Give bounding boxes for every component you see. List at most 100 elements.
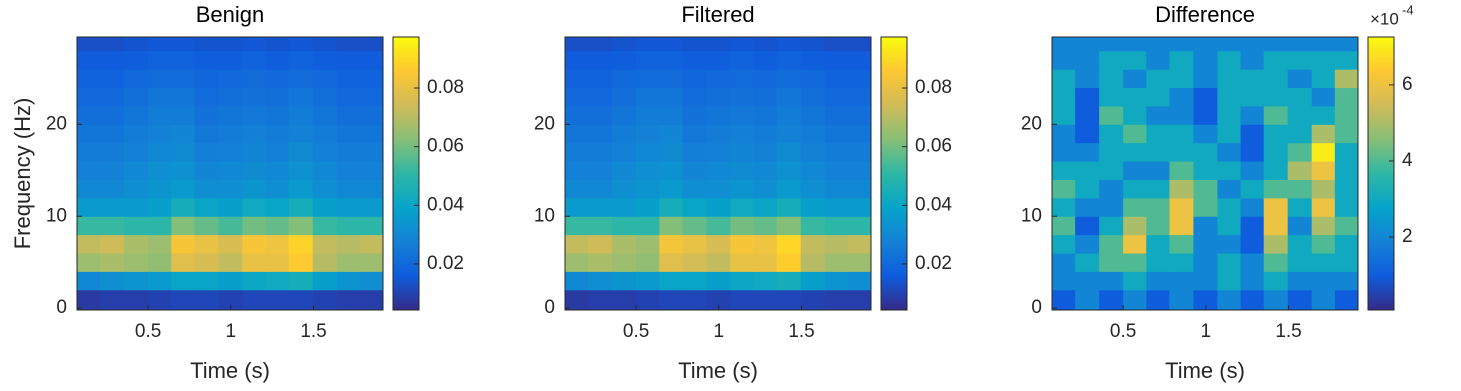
heatmap-cell xyxy=(1193,87,1218,107)
heatmap-cell xyxy=(1099,124,1124,144)
colorbar-tick-label: 6 xyxy=(1402,74,1413,95)
heatmap-cell xyxy=(776,69,802,89)
heatmap-cell xyxy=(1217,179,1242,199)
heatmap-cell xyxy=(1193,161,1218,180)
heatmap-cell xyxy=(288,179,314,199)
heatmap-cell xyxy=(171,142,195,162)
heatmap-cell xyxy=(124,105,149,125)
heatmap-cell xyxy=(194,216,219,236)
heatmap-cell xyxy=(682,105,707,125)
heatmap-cell xyxy=(1146,289,1170,311)
heatmap-cell xyxy=(1075,253,1100,272)
heatmap-cell xyxy=(100,69,125,89)
heatmap-cell xyxy=(1123,124,1147,144)
heatmap-cell xyxy=(1052,234,1076,254)
heatmap-cell xyxy=(1075,87,1100,107)
heatmap-cell xyxy=(1334,197,1359,217)
heatmap-cell xyxy=(730,105,755,125)
heatmap-cell xyxy=(636,161,660,180)
heatmap-cell xyxy=(265,253,290,272)
heatmap-cell xyxy=(636,50,660,70)
heatmap-cell xyxy=(242,216,267,236)
heatmap-cell xyxy=(1240,87,1265,107)
heatmap-cell xyxy=(124,197,149,217)
x-tick-label: 1.5 xyxy=(788,321,814,342)
heatmap-cell xyxy=(588,50,613,70)
heatmap-cell xyxy=(1240,197,1265,217)
heatmap-cell xyxy=(636,216,660,236)
colorbar-tick-label: 0.06 xyxy=(427,136,464,157)
heatmap-cell xyxy=(1263,69,1289,89)
heatmap-cell xyxy=(1240,124,1265,144)
heatmap-cell xyxy=(218,69,243,89)
heatmap-cell xyxy=(1263,105,1289,125)
heatmap-cell xyxy=(218,124,243,144)
heatmap-cell xyxy=(100,253,125,272)
heatmap-cell xyxy=(312,69,338,89)
heatmap-cell xyxy=(706,216,731,236)
heatmap-cell xyxy=(1146,50,1170,70)
heatmap-cell xyxy=(682,253,707,272)
y-tick-label: 20 xyxy=(534,113,555,134)
heatmap-cell xyxy=(588,271,613,291)
heatmap-cell xyxy=(800,161,826,180)
heatmap-cell xyxy=(612,124,637,144)
heatmap-cell xyxy=(565,216,589,236)
heatmap-cell xyxy=(1311,234,1336,254)
heatmap-cell xyxy=(265,271,290,291)
heatmap-cell xyxy=(730,179,755,199)
heatmap-cell xyxy=(1217,87,1242,107)
heatmap-cell xyxy=(730,87,755,107)
heatmap-cell xyxy=(1123,234,1147,254)
heatmap-cell xyxy=(359,271,384,291)
heatmap-cell xyxy=(242,289,267,311)
x-tick-label: 1.5 xyxy=(300,321,326,342)
heatmap-cell xyxy=(1146,69,1170,89)
heatmap-cell xyxy=(636,105,660,125)
heatmap-cell xyxy=(776,197,802,217)
heatmap-cell xyxy=(824,87,849,107)
colorbar-tick-label: 0.04 xyxy=(915,194,952,215)
heatmap-cell xyxy=(100,161,125,180)
heatmap-cell xyxy=(242,234,267,254)
heatmap-cell xyxy=(1052,289,1076,311)
heatmap-cell xyxy=(242,179,267,199)
heatmap-cell xyxy=(730,234,755,254)
heatmap-cell xyxy=(800,142,826,162)
heatmap-cell xyxy=(800,234,826,254)
y-tick-label: 0 xyxy=(56,297,67,318)
heatmap-cell xyxy=(1123,253,1147,272)
heatmap-cell xyxy=(336,142,361,162)
heatmap-cell xyxy=(659,234,683,254)
heatmap-cell xyxy=(242,105,267,125)
heatmap-cell xyxy=(312,179,338,199)
x-tick-label: 1 xyxy=(1201,321,1212,342)
heatmap-cell xyxy=(824,289,849,311)
heatmap-cell xyxy=(265,234,290,254)
heatmap-cell xyxy=(730,253,755,272)
heatmap-cell xyxy=(312,161,338,180)
heatmap-cell xyxy=(800,69,826,89)
heatmap-cell xyxy=(1311,69,1336,89)
heatmap-cell xyxy=(336,234,361,254)
heatmap-cell xyxy=(312,234,338,254)
heatmap-cell xyxy=(312,50,338,70)
heatmap-cell xyxy=(124,37,149,52)
heatmap-cell xyxy=(218,179,243,199)
heatmap-cell xyxy=(1287,234,1313,254)
heatmap-cell xyxy=(1263,142,1289,162)
heatmap-cell xyxy=(682,50,707,70)
heatmap-cell xyxy=(800,289,826,311)
heatmap-cell xyxy=(706,197,731,217)
heatmap-cell xyxy=(1099,37,1124,52)
heatmap-cell xyxy=(612,179,637,199)
heatmap-cell xyxy=(100,105,125,125)
heatmap-cell xyxy=(1193,271,1218,291)
heatmap-cell xyxy=(824,253,849,272)
heatmap-cell xyxy=(659,253,683,272)
heatmap-cell xyxy=(312,289,338,311)
heatmap-cell xyxy=(1217,50,1242,70)
heatmap-cell xyxy=(124,69,149,89)
heatmap-cell xyxy=(100,197,125,217)
heatmap-cell xyxy=(1263,50,1289,70)
